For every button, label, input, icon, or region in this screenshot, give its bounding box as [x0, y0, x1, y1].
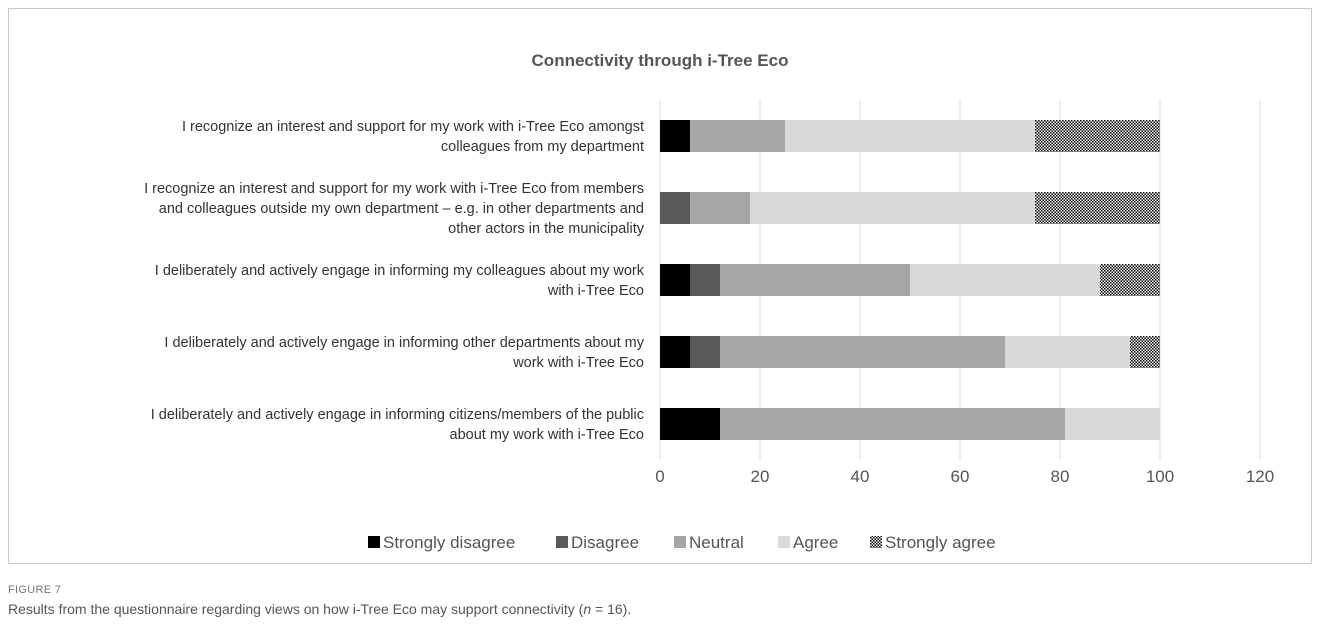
category-label-line: with i-Tree Eco — [547, 283, 644, 299]
bar-segment-neutral — [720, 264, 910, 296]
bar-segment-disagree — [660, 192, 690, 224]
bar-segment-strongly-agree — [1100, 264, 1160, 296]
bar-segment-agree — [910, 264, 1100, 296]
legend-swatch — [556, 536, 568, 548]
legend-label: Disagree — [571, 533, 639, 552]
category-label: I deliberately and actively engage in in… — [155, 263, 645, 299]
bar-segment-strongly-agree — [1035, 192, 1160, 224]
legend-label: Strongly disagree — [383, 533, 515, 552]
x-tick-label: 0 — [655, 467, 664, 486]
category-label-line: about my work with i-Tree Eco — [450, 427, 644, 443]
legend-swatch — [368, 536, 380, 548]
category-label: I recognize an interest and support for … — [144, 181, 645, 237]
x-tick-label: 120 — [1246, 467, 1274, 486]
bar-segment-neutral — [720, 336, 1005, 368]
chart-title: Connectivity through i-Tree Eco — [532, 51, 789, 70]
bar-segment-neutral — [720, 408, 1065, 440]
x-tick-label: 100 — [1146, 467, 1174, 486]
legend-swatch — [870, 536, 882, 548]
caption-text-end: = 16). — [591, 601, 632, 617]
bar-segment-strongly-disagree — [660, 408, 720, 440]
category-label-line: colleagues from my department — [441, 139, 644, 155]
bar-segment-strongly-disagree — [660, 120, 690, 152]
bar-segment-agree — [750, 192, 1035, 224]
category-label-line: and colleagues outside my own department… — [159, 201, 644, 217]
x-tick-label: 40 — [851, 467, 870, 486]
category-label-line: work with i-Tree Eco — [512, 355, 644, 371]
x-axis-tick-labels: 0 20 40 60 80 100 120 — [655, 467, 1274, 486]
bar-segment-strongly-disagree — [660, 264, 690, 296]
caption-text-start: Results from the questionnaire regarding… — [8, 601, 584, 617]
category-label-line: I deliberately and actively engage in in… — [151, 407, 644, 423]
bar-segment-agree — [1005, 336, 1130, 368]
bar-segment-neutral — [690, 120, 785, 152]
figure-label: FIGURE 7 — [8, 584, 62, 596]
figure-caption: FIGURE 7 Results from the questionnaire … — [8, 584, 1308, 617]
legend: Strongly disagree Disagree Neutral Agree Str… — [368, 533, 996, 552]
bar-segment-strongly-disagree — [660, 336, 690, 368]
category-label-line: other actors in the municipality — [448, 221, 645, 237]
category-label-line: I recognize an interest and support for … — [144, 181, 644, 197]
stacked-bar-chart: Connectivity through i-Tree Eco I recogn… — [144, 51, 1274, 552]
bar-segment-disagree — [690, 336, 720, 368]
bar-segment-disagree — [690, 264, 720, 296]
bar-segment-strongly-agree — [1130, 336, 1160, 368]
bars — [660, 120, 1160, 440]
category-labels: I recognize an interest and support for … — [144, 119, 645, 443]
bar-segment-strongly-agree — [1035, 120, 1160, 152]
category-label: I deliberately and actively engage in in… — [151, 407, 644, 443]
category-label-line: I deliberately and actively engage in in… — [164, 335, 644, 351]
legend-label: Neutral — [689, 533, 744, 552]
category-label: I recognize an interest and support for … — [182, 119, 644, 155]
legend-label: Agree — [793, 533, 838, 552]
legend-label: Strongly agree — [885, 533, 996, 552]
x-tick-label: 80 — [1051, 467, 1070, 486]
bar-segment-agree — [1065, 408, 1160, 440]
x-tick-label: 60 — [951, 467, 970, 486]
legend-swatch — [778, 536, 790, 548]
bar-segment-neutral — [690, 192, 750, 224]
bar-segment-agree — [785, 120, 1035, 152]
category-label-line: I deliberately and actively engage in in… — [155, 263, 645, 279]
category-label-line: I recognize an interest and support for … — [182, 119, 644, 135]
caption-n-symbol: n — [583, 601, 592, 617]
figure-caption-text: Results from the questionnaire regarding… — [8, 601, 1308, 617]
legend-swatch — [674, 536, 686, 548]
x-tick-label: 20 — [751, 467, 770, 486]
category-label: I deliberately and actively engage in in… — [164, 335, 644, 371]
